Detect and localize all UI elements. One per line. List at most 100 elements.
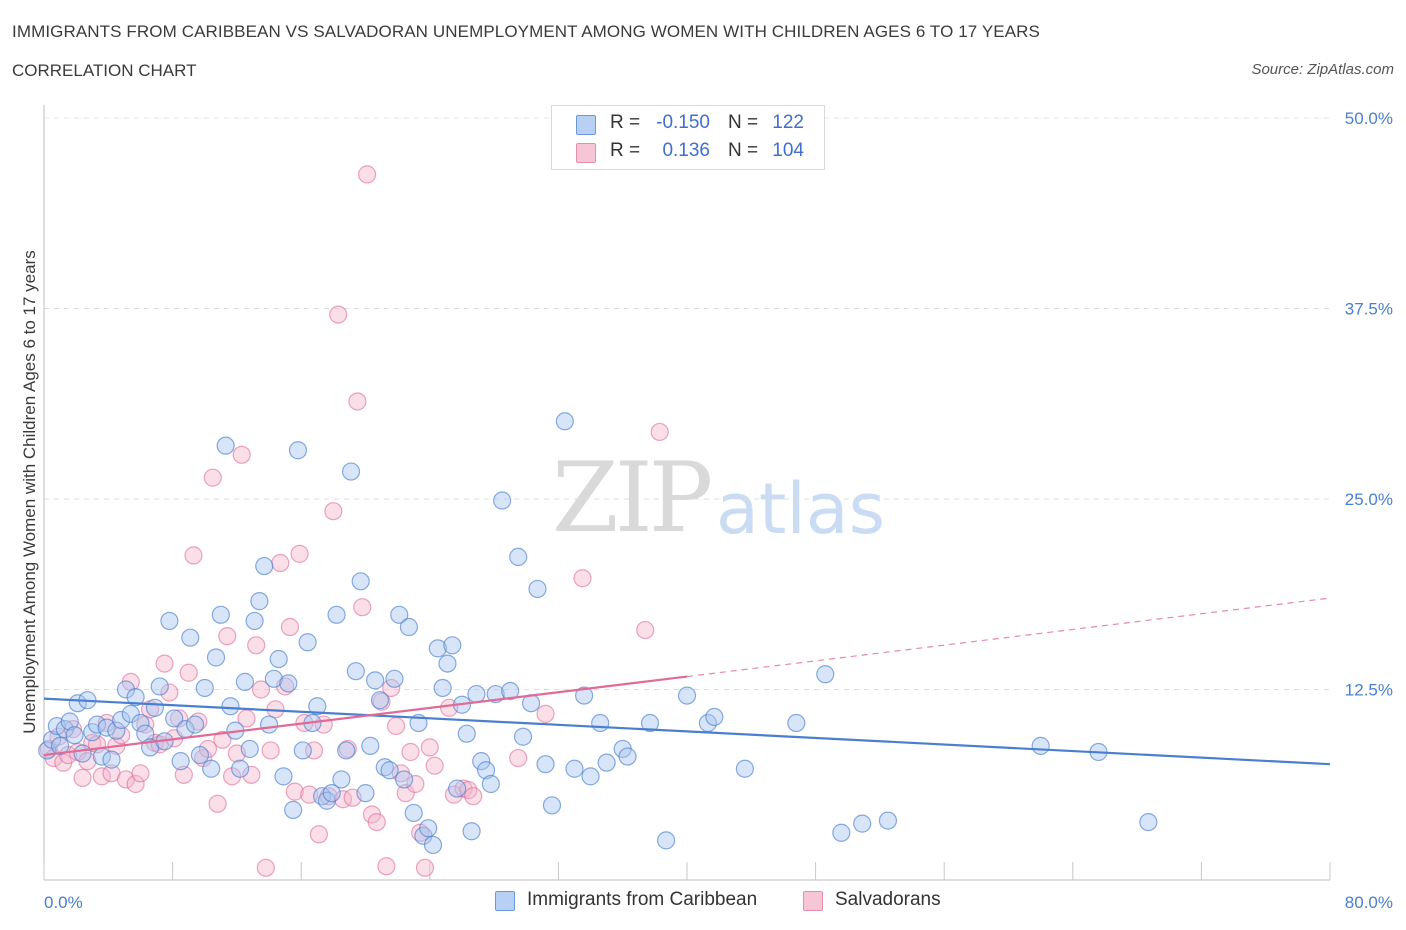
caribbean-point (404, 803, 423, 823)
salvadorans-point (406, 774, 425, 794)
caribbean-point (380, 761, 399, 780)
bottom-legend-swatch-pink (803, 891, 823, 911)
caribbean-point (327, 605, 346, 624)
caribbean-point (112, 710, 131, 730)
caribbean-point (581, 767, 600, 786)
salvadorans-point (256, 858, 275, 877)
caribbean-point (221, 697, 240, 716)
caribbean-point (705, 707, 724, 727)
source-label: Source: ZipAtlas.com (1251, 61, 1394, 78)
caribbean-point (121, 704, 140, 723)
salvadorans-point (420, 738, 439, 757)
caribbean-point (370, 691, 390, 710)
x-tick-label: 0.0% (44, 893, 83, 912)
caribbean-point (472, 752, 491, 771)
caribbean-point (423, 835, 443, 855)
tick-labels: 12.5% 25.0% 37.5% 50.0% 0.0% 80.0% (44, 109, 1393, 912)
caribbean-point (457, 724, 476, 743)
caribbean-point (255, 556, 274, 576)
caribbean-point (202, 759, 221, 778)
salvadorans-point (280, 617, 300, 637)
y-axis-label: Unemployment Among Women with Children A… (20, 250, 39, 734)
caribbean-point (279, 674, 298, 693)
caribbean-point (308, 697, 327, 716)
caribbean-point (476, 761, 496, 780)
caribbean-point (274, 767, 293, 786)
caribbean-point (231, 759, 250, 778)
legend-r-label: R = (610, 112, 641, 133)
salvadorans-point (396, 784, 415, 803)
caribbean-point (640, 713, 660, 733)
caribbean-point (206, 648, 226, 667)
caribbean-points (38, 412, 1158, 855)
caribbean-point (341, 462, 361, 481)
caribbean-point (481, 774, 500, 794)
legend-n-label: N = (728, 140, 759, 161)
salvadorans-point (169, 709, 189, 728)
bottom-legend-label: Immigrants from Caribbean (527, 889, 758, 910)
legend-swatch-blue (576, 115, 596, 135)
salvadorans-point (464, 787, 483, 806)
bottom-legend-swatch-blue (495, 891, 515, 911)
caribbean-point (293, 741, 312, 760)
caribbean-point (171, 752, 190, 771)
caribbean-point (50, 736, 70, 755)
salvadorans-point (208, 794, 227, 813)
salvadorans-point (203, 468, 222, 487)
salvadorans-point (573, 569, 592, 588)
salvadorans-point (358, 165, 377, 184)
caribbean-point (181, 628, 200, 647)
y-tick-label: 37.5% (1345, 300, 1393, 319)
caribbean-point (322, 784, 341, 803)
caribbean-point (211, 605, 230, 624)
grid-lines (44, 117, 1330, 690)
salvadorans-point (126, 774, 145, 794)
caribbean-point (816, 665, 835, 684)
caribbean-point (1031, 736, 1050, 755)
salvadorans-trend-extension (686, 597, 1331, 678)
salvadorans-point (650, 422, 669, 442)
caribbean-point (145, 698, 165, 717)
caribbean-point (356, 784, 375, 803)
caribbean-point (853, 814, 872, 833)
caribbean-point (60, 712, 79, 731)
caribbean-point (390, 605, 409, 624)
salvadorans-point (285, 782, 304, 801)
caribbean-point (259, 715, 279, 734)
legend-n-label: N = (728, 112, 759, 133)
salvadorans-point (242, 765, 261, 784)
salvadorans-point (401, 742, 420, 762)
caribbean-point (448, 779, 467, 798)
salvadorans-point (309, 825, 328, 844)
caribbean-point (190, 745, 210, 765)
caribbean-point (366, 671, 385, 690)
legend-n-value: 122 (772, 112, 804, 133)
correlation-legend: R = -0.150 N = 122 R = 0.136 N = 104 (551, 105, 825, 170)
salvadorans-point (232, 445, 251, 464)
axes (43, 105, 1331, 881)
x-tick-label: 80.0% (1345, 893, 1393, 912)
y-tick-label: 12.5% (1345, 681, 1393, 700)
caribbean-point (467, 684, 486, 704)
caribbean-point (250, 592, 269, 611)
caribbean-point (216, 436, 235, 455)
legend-n-value: 104 (772, 140, 804, 161)
caribbean-point (501, 681, 520, 701)
caribbean-point (565, 759, 584, 778)
caribbean-point (332, 770, 351, 789)
caribbean-point (433, 678, 452, 698)
salvadorans-point (536, 704, 555, 723)
caribbean-point (269, 649, 288, 669)
caribbean-point (575, 686, 594, 705)
caribbean-point (832, 823, 851, 842)
salvadorans-point (160, 683, 179, 702)
caribbean-point (235, 672, 255, 691)
caribbean-point (298, 633, 317, 652)
caribbean-point (186, 715, 205, 734)
caribbean-point (536, 755, 555, 774)
salvadorans-point (174, 765, 193, 784)
legend-r-label: R = (610, 140, 641, 161)
caribbean-point (419, 819, 438, 838)
caribbean-point (351, 572, 370, 591)
caribbean-point (542, 796, 562, 815)
